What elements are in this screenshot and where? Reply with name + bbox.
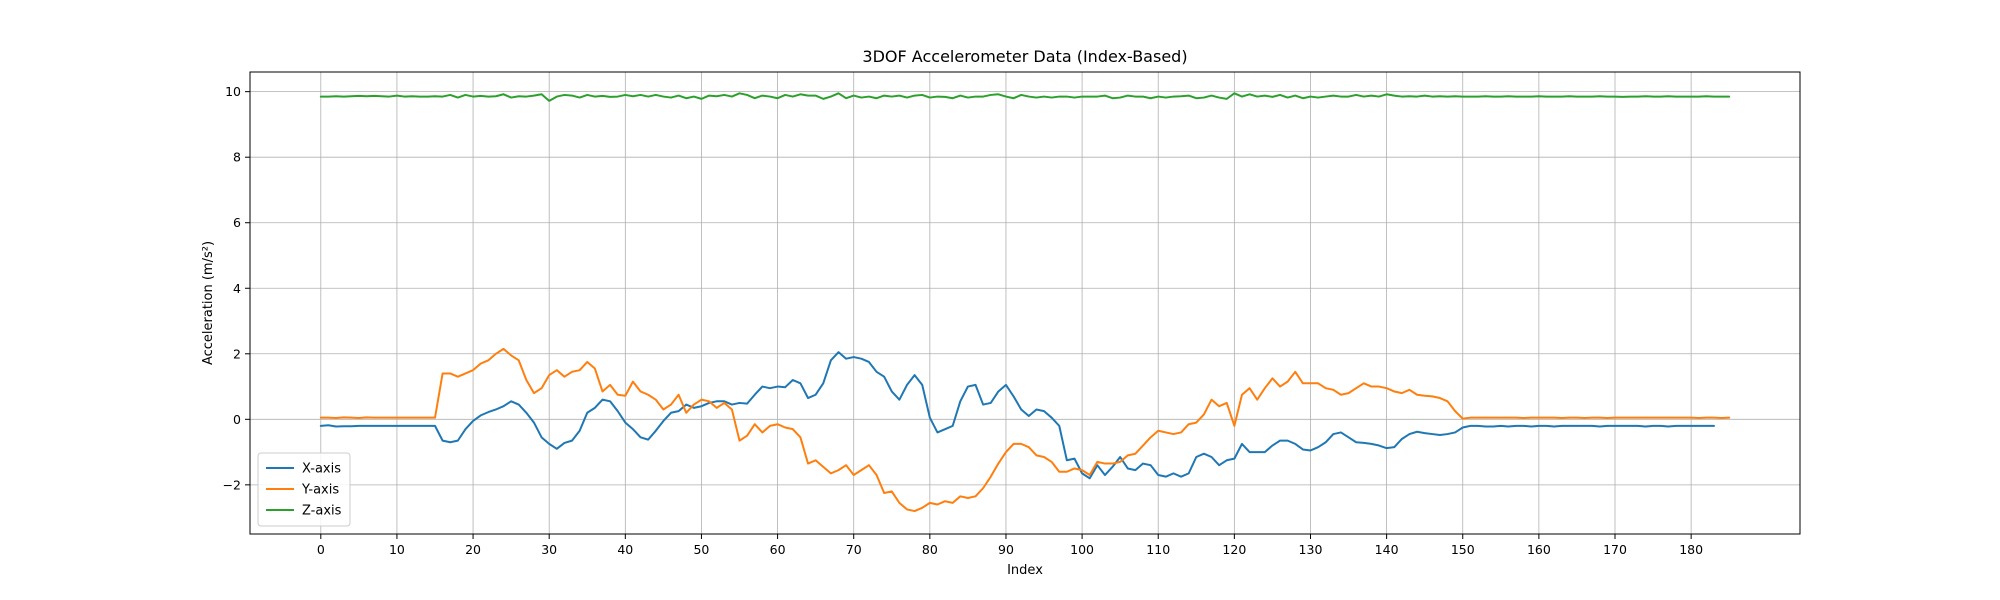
- x-tick-label: 70: [846, 542, 862, 557]
- x-tick-label: 140: [1375, 542, 1399, 557]
- y-tick-label: −2: [223, 477, 241, 492]
- x-tick-label: 40: [617, 542, 633, 557]
- x-tick-label: 10: [389, 542, 405, 557]
- x-tick-label: 20: [465, 542, 481, 557]
- plot-area-frame: [249, 71, 1801, 535]
- x-tick-label: 80: [922, 542, 938, 557]
- x-axis-label: Index: [1007, 563, 1043, 578]
- legend-label: X-axis: [302, 462, 341, 477]
- x-tick-label: 90: [998, 542, 1014, 557]
- x-tick-label: 150: [1451, 542, 1475, 557]
- x-tick-label: 130: [1299, 542, 1323, 557]
- y-tick-label: 6: [233, 215, 241, 230]
- y-tick-label: 4: [233, 281, 241, 296]
- ticks-layer: 0 10 20 30 40 50 60 70 80 90 100 110 120 130 140 150 160…: [223, 84, 1704, 557]
- series-layer: [319, 92, 1731, 513]
- series-line-x-axis: [319, 351, 1715, 480]
- grid-layer: [250, 72, 1800, 534]
- y-tick-label: 2: [233, 346, 241, 361]
- x-tick-label: 60: [770, 542, 786, 557]
- x-tick-label: 50: [693, 542, 709, 557]
- y-tick-label: 10: [225, 84, 241, 99]
- legend: X-axis Y-axis Z-axis: [257, 452, 351, 527]
- y-tick-label: 8: [233, 150, 241, 165]
- legend-box: [257, 452, 351, 527]
- y-axis-label: Acceleration (m/s²): [201, 241, 216, 365]
- x-tick-label: 110: [1146, 542, 1170, 557]
- legend-label: Y-axis: [301, 483, 339, 498]
- legend-label: Z-axis: [302, 504, 342, 519]
- y-tick-label: 0: [233, 412, 241, 427]
- x-tick-label: 160: [1527, 542, 1551, 557]
- chart-title: 3DOF Accelerometer Data (Index-Based): [862, 47, 1187, 66]
- x-tick-label: 100: [1070, 542, 1094, 557]
- series-line-z-axis: [319, 92, 1731, 102]
- x-tick-label: 30: [541, 542, 557, 557]
- x-tick-label: 180: [1679, 542, 1703, 557]
- x-tick-label: 170: [1603, 542, 1627, 557]
- x-tick-label: 0: [317, 542, 325, 557]
- series-line-y-axis: [319, 347, 1731, 513]
- x-tick-label: 120: [1222, 542, 1246, 557]
